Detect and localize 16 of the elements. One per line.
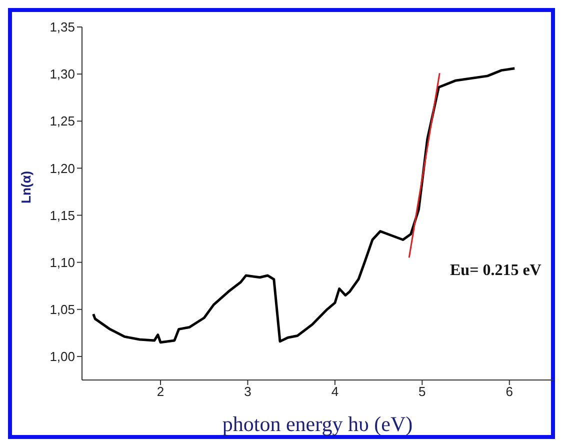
x-tick-label: 6	[506, 384, 514, 400]
y-axis-title: Ln(α)	[18, 170, 34, 204]
x-tick-label: 5	[418, 384, 426, 400]
x-tick-label: 2	[156, 384, 164, 400]
y-tick-label: 1,30	[50, 66, 75, 82]
y-tick-label: 1,00	[50, 349, 75, 364]
annotation: Eu= 0.215 eV	[450, 262, 542, 280]
x-tick-label: 3	[244, 384, 252, 400]
y-tick-label: 1,20	[50, 160, 75, 176]
x-axis-title: photon energy hυ (eV)	[222, 412, 413, 436]
y-tick-label: 1,05	[50, 302, 75, 318]
y-tick-label: 1,15	[50, 208, 75, 223]
y-tick-label: 1,10	[50, 254, 75, 270]
y-tick-label: 1,25	[50, 114, 75, 129]
y-tick-label: 1,35	[50, 20, 75, 35]
x-tick-label: 4	[331, 384, 339, 400]
